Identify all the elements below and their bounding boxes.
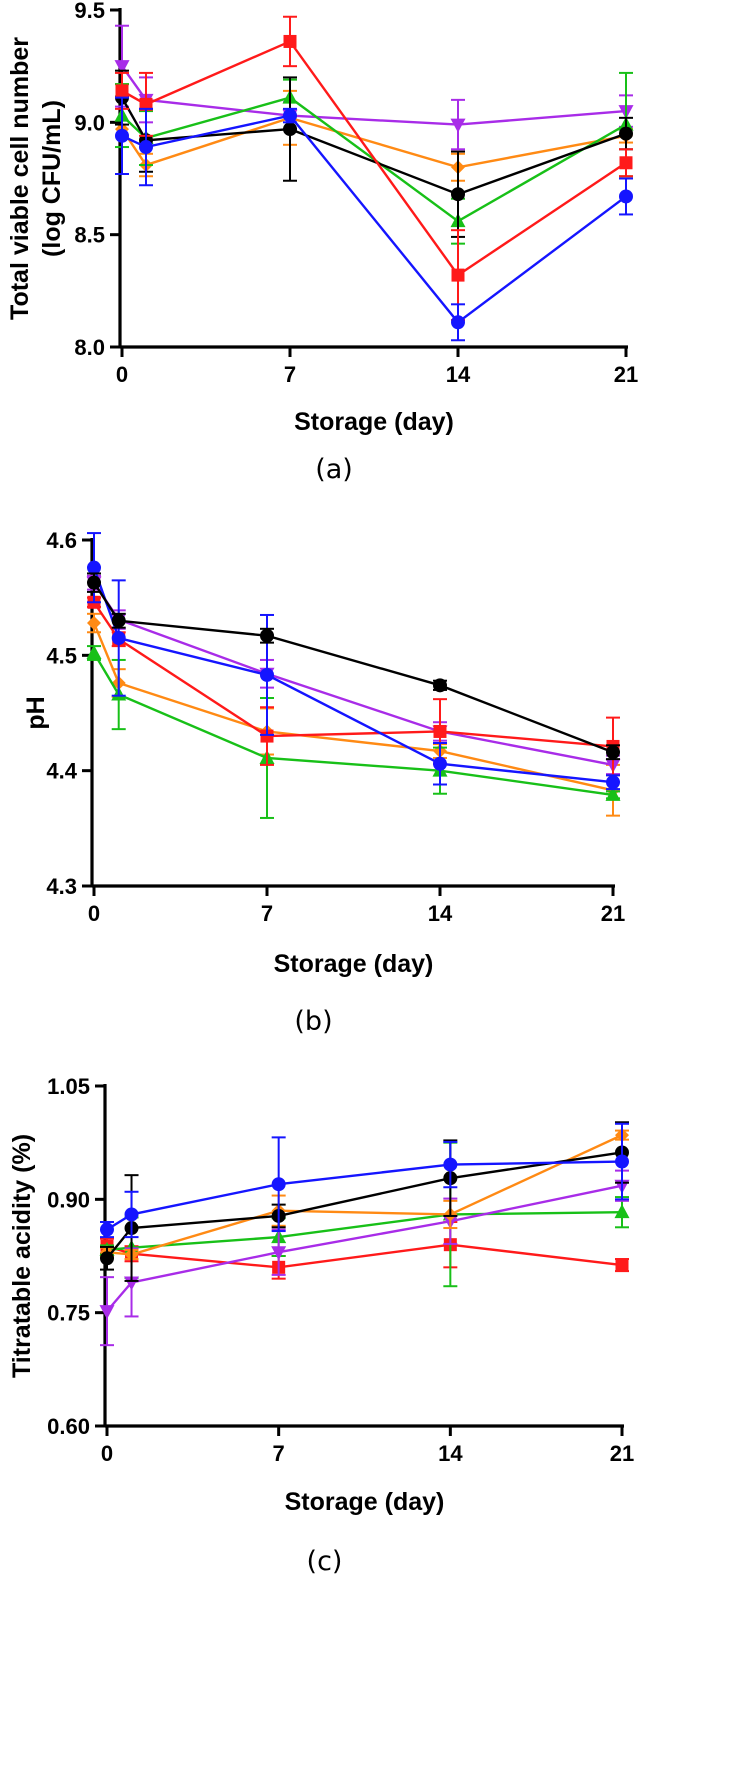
series-black — [115, 69, 633, 238]
data-point — [114, 60, 130, 75]
data-point — [115, 84, 129, 98]
y-tick-label: 0.90 — [47, 1187, 90, 1212]
chart-panel-2: 0.60 0.75 0.90 1.05 0 7 14 21 Storage (day) Titra… — [8, 1074, 634, 1577]
x-tick-label: 21 — [610, 1441, 634, 1466]
data-point — [87, 560, 101, 575]
data-point — [619, 156, 633, 170]
data-point — [100, 1222, 114, 1237]
series-line — [106, 1243, 623, 1269]
panel-caption: (b) — [294, 1006, 332, 1037]
series-purple — [86, 574, 621, 776]
data-point — [443, 1157, 458, 1172]
data-point — [619, 189, 633, 204]
series-line — [121, 39, 627, 277]
data-point — [614, 1204, 630, 1219]
y-axis-title: Titratable acidity (%) — [8, 1134, 36, 1378]
y-tick-label: 1.05 — [47, 1074, 90, 1099]
series-line — [121, 65, 627, 126]
data-point — [283, 108, 297, 123]
x-tick-label: 21 — [601, 901, 625, 926]
data-point — [260, 667, 274, 682]
data-point — [450, 118, 466, 133]
y-tick-label: 4.3 — [46, 874, 77, 899]
data-point — [606, 775, 620, 790]
x-tick-label: 21 — [614, 362, 638, 387]
y-tick-label: 8.5 — [74, 223, 105, 248]
series-blue — [115, 96, 633, 342]
data-point — [619, 126, 633, 141]
series-line — [106, 1151, 623, 1260]
data-point — [99, 1305, 115, 1320]
y-tick-label: 0.75 — [47, 1301, 90, 1326]
chart-panel-0: 8.0 8.5 9.0 9.5 0 7 14 21 Storage (day) Total via… — [6, 0, 638, 485]
data-point — [433, 678, 447, 693]
panel-caption: (c) — [307, 1546, 343, 1577]
data-point — [260, 628, 274, 643]
series-orange — [100, 1128, 629, 1262]
data-point — [111, 613, 126, 628]
x-tick-label: 14 — [428, 901, 453, 926]
data-point — [606, 745, 620, 760]
series-line — [106, 1210, 623, 1252]
series-black — [87, 572, 620, 761]
chart-panel-1: 4.3 4.4 4.5 4.6 0 7 14 21 Storage (day) pH (b) — [22, 528, 625, 1037]
data-point — [451, 268, 465, 282]
data-point — [115, 128, 129, 143]
data-point — [260, 729, 274, 743]
series-red — [115, 15, 633, 322]
x-tick-label: 7 — [273, 1441, 285, 1466]
x-axis-title: Storage (day) — [274, 950, 434, 978]
series-line — [120, 97, 627, 196]
series-blue — [100, 1122, 629, 1239]
series-purple — [114, 24, 634, 151]
y-axis-title: pH — [22, 696, 50, 729]
y-tick-label: 9.0 — [74, 110, 105, 135]
data-point — [283, 34, 297, 48]
y-tick-label: 4.5 — [46, 643, 77, 668]
x-axis-title: Storage (day) — [294, 408, 454, 436]
data-point — [100, 1251, 114, 1266]
data-point — [139, 97, 153, 111]
data-point — [87, 575, 101, 590]
data-point — [86, 645, 102, 660]
data-point — [451, 187, 465, 202]
data-point — [271, 1246, 287, 1261]
series-red — [87, 595, 620, 777]
y-tick-label: 8.0 — [74, 335, 105, 360]
x-tick-label: 14 — [438, 1441, 463, 1466]
data-point — [615, 1154, 629, 1169]
x-tick-label: 14 — [446, 362, 471, 387]
data-point — [139, 140, 153, 155]
data-point — [605, 786, 621, 801]
data-point — [433, 724, 447, 738]
series-line — [121, 114, 627, 324]
data-point — [283, 122, 297, 137]
y-axis-title: (log CFU/mL) — [38, 100, 66, 257]
x-tick-label: 0 — [88, 901, 100, 926]
series-line — [93, 601, 614, 748]
data-point — [111, 631, 126, 646]
x-tick-label: 0 — [101, 1441, 113, 1466]
x-tick-label: 7 — [261, 901, 273, 926]
series-line — [92, 582, 614, 754]
y-tick-label: 4.6 — [46, 528, 77, 553]
x-tick-label: 7 — [284, 362, 296, 387]
data-point — [87, 616, 101, 631]
x-axis-title: Storage (day) — [285, 1488, 445, 1516]
y-tick-label: 4.4 — [46, 759, 77, 784]
y-axis-title: Total viable cell number — [6, 37, 34, 320]
x-tick-label: 0 — [116, 362, 128, 387]
series-red — [100, 1221, 629, 1280]
data-point — [433, 756, 447, 771]
data-point — [451, 315, 465, 330]
data-point — [124, 1207, 139, 1222]
y-tick-label: 0.60 — [47, 1414, 90, 1439]
panel-caption: (a) — [315, 454, 353, 485]
data-point — [271, 1177, 286, 1192]
y-tick-label: 9.5 — [74, 0, 105, 23]
data-point — [615, 1258, 629, 1272]
